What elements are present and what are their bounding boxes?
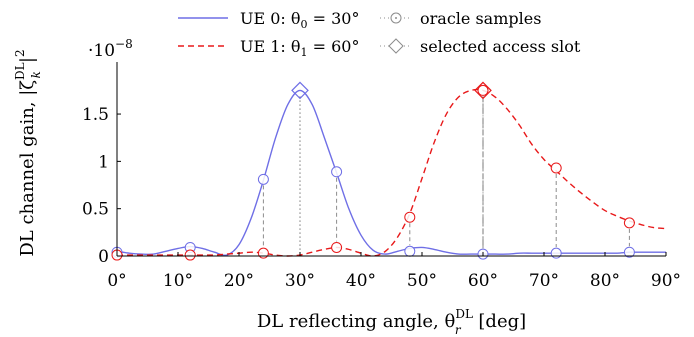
- x-tick-label: 60°: [468, 271, 498, 291]
- oracle-sample-marker: [404, 211, 416, 223]
- oracle-sample-marker: [550, 247, 562, 259]
- series-line: [116, 89, 666, 257]
- axes: 0° 10° 20° 30° 40° 50° 60° 70° 80° 90° 0 0.5 1 1.5 ·10…: [13, 37, 681, 337]
- oracle-sample-marker: [331, 166, 343, 178]
- plot-area: [111, 81, 667, 261]
- oracle-sample-marker: [331, 241, 343, 253]
- series-line: [117, 88, 667, 257]
- x-tick-label: 80°: [590, 271, 620, 291]
- x-tick-label: 0°: [107, 271, 126, 291]
- y-axis-multiplier: ·10−8: [88, 37, 133, 61]
- y-tick-label: 1.5: [82, 105, 109, 125]
- legend-label-slot: selected access slot: [420, 37, 581, 56]
- x-tick-label: 20°: [224, 271, 254, 291]
- x-tick-label: 10°: [163, 271, 193, 291]
- oracle-sample-marker: [623, 217, 635, 229]
- selected-slot-marker: [474, 81, 492, 100]
- legend-swatch-slot: [388, 38, 404, 54]
- legend-label-oracle: oracle samples: [420, 9, 541, 28]
- x-axis-title: DL reflecting angle, θDL r [deg]: [257, 307, 526, 337]
- x-tick-label: 90°: [651, 271, 681, 291]
- oracle-sample-marker: [550, 162, 562, 174]
- y-tick-label: 1: [98, 152, 109, 172]
- oracle-sample-marker: [623, 246, 635, 258]
- y-axis-title: DL channel gain, |ζDL k|2: [13, 49, 43, 256]
- oracle-sample-marker: [404, 245, 416, 257]
- selected-slot-marker: [291, 81, 309, 100]
- x-tick-label: 40°: [346, 271, 376, 291]
- x-tick-label: 70°: [529, 271, 559, 291]
- y-tick-label: 0: [98, 247, 109, 267]
- oracle-sample-marker: [257, 173, 269, 185]
- legend: UE 0: θ0 = 30° UE 1: θ1 = 60° oracle sampl…: [178, 9, 581, 59]
- legend-label-ue0: UE 0: θ0 = 30°: [240, 9, 359, 31]
- x-tick-label: 50°: [407, 271, 437, 291]
- oracle-sample-marker: [257, 247, 269, 259]
- legend-swatch-oracle-dot: [395, 17, 397, 19]
- oracle-sample-marker: [477, 84, 489, 96]
- legend-label-ue1: UE 1: θ1 = 60°: [240, 37, 359, 59]
- oracle-sample-marker: [184, 249, 196, 261]
- y-tick-label: 0.5: [82, 200, 109, 220]
- x-tick-label: 30°: [285, 271, 315, 291]
